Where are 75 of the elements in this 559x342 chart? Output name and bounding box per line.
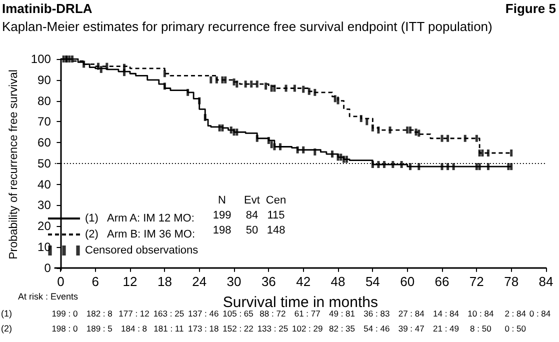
x-tick-label: 0	[57, 274, 64, 289]
annotation: 198	[212, 224, 232, 236]
x-tick-label: 48	[330, 274, 346, 289]
text: 199 : 0	[52, 308, 78, 318]
legend-label: (1) Arm A: IM 12 MO:	[85, 212, 194, 224]
x-tick-label: 18	[157, 274, 172, 289]
chart-title: Imatinib-DRLA	[2, 1, 93, 16]
text: 163 : 25	[153, 308, 184, 318]
text: 39 : 47	[398, 324, 425, 334]
text: 8 : 50	[470, 324, 492, 334]
y-tick-label: 40	[38, 177, 52, 192]
annotation: N	[218, 194, 226, 206]
text: 198 : 0	[52, 324, 78, 334]
chart-subtitle: Kaplan-Meier estimates for primary recurrence free survival endpoint (ITT population)	[2, 19, 492, 34]
x-tick-label: 66	[434, 274, 450, 289]
x-tick-label: 42	[296, 274, 311, 289]
x-tick-label: 24	[192, 274, 207, 289]
annotation: 148	[266, 224, 286, 236]
y-axis-title: Probability of recurrence free survival	[8, 70, 20, 260]
y-tick-label: 100	[30, 52, 52, 66]
legend-label: (2) Arm B: IM 36 MO:	[85, 228, 196, 240]
text: 49 : 81	[329, 308, 356, 318]
text: 182 : 8	[86, 308, 113, 318]
y-tick-label: 50	[38, 156, 52, 170]
text: 27 : 84	[398, 308, 425, 318]
caption: Figure 5	[505, 1, 556, 16]
text: 133 : 25	[257, 324, 288, 334]
x-tick-label: 78	[504, 274, 519, 289]
text: 102 : 29	[292, 324, 323, 334]
text: 173 : 18	[188, 324, 219, 334]
text: (2)	[1, 324, 12, 334]
y-tick-label: 0	[44, 260, 52, 275]
x-tick-label: 54	[365, 274, 380, 289]
text: 14 : 84	[433, 308, 460, 318]
x-tick-label: 30	[226, 274, 242, 289]
text: 36 : 83	[364, 308, 390, 318]
text: 137 : 46	[188, 308, 219, 318]
x-tick-label: 60	[400, 274, 415, 289]
text: 177 : 12	[118, 308, 150, 318]
y-tick-label: 70	[38, 114, 52, 129]
x-tick-label: 6	[92, 274, 99, 289]
y-tick-label: 20	[38, 219, 52, 234]
legend-label: Censored observations	[85, 244, 199, 256]
y-tick-label: 60	[38, 136, 52, 150]
text: 21 : 49	[433, 324, 460, 334]
annotation: 199	[212, 210, 232, 222]
text: 152 : 22	[222, 324, 254, 334]
y-tick-label: 10	[38, 240, 52, 254]
x-tick-label: 72	[469, 274, 484, 289]
x-axis-title: Survival time in months	[222, 294, 378, 311]
annotation: 115	[267, 210, 285, 222]
text: 0 : 50	[504, 324, 526, 334]
text: 82 : 35	[329, 324, 356, 334]
text: 88 : 72	[260, 308, 286, 318]
text: At risk : Events	[18, 292, 79, 302]
x-tick-label: 84	[538, 274, 554, 289]
text: 10 : 84	[468, 308, 494, 318]
text: 184 : 8	[121, 324, 148, 334]
y-tick-label: 30	[38, 198, 52, 212]
y-tick-label: 90	[38, 72, 52, 87]
annotation: 84	[246, 210, 258, 222]
text: (1)	[1, 308, 12, 318]
text: 105 : 65	[222, 308, 254, 318]
text: 189 : 5	[86, 324, 113, 334]
text: 181 : 11	[154, 324, 184, 334]
x-tick-label: 12	[122, 274, 138, 289]
annotation: Cen	[266, 194, 286, 206]
annotation: Evt	[244, 194, 260, 206]
annotation: 50	[246, 224, 258, 236]
text: 0 : 84	[529, 308, 551, 318]
x-tick-label: 36	[261, 274, 276, 289]
text: 2 : 84	[504, 308, 526, 318]
text: 61 : 77	[294, 308, 321, 318]
text: 54 : 46	[364, 324, 390, 334]
y-tick-label: 80	[38, 94, 52, 108]
